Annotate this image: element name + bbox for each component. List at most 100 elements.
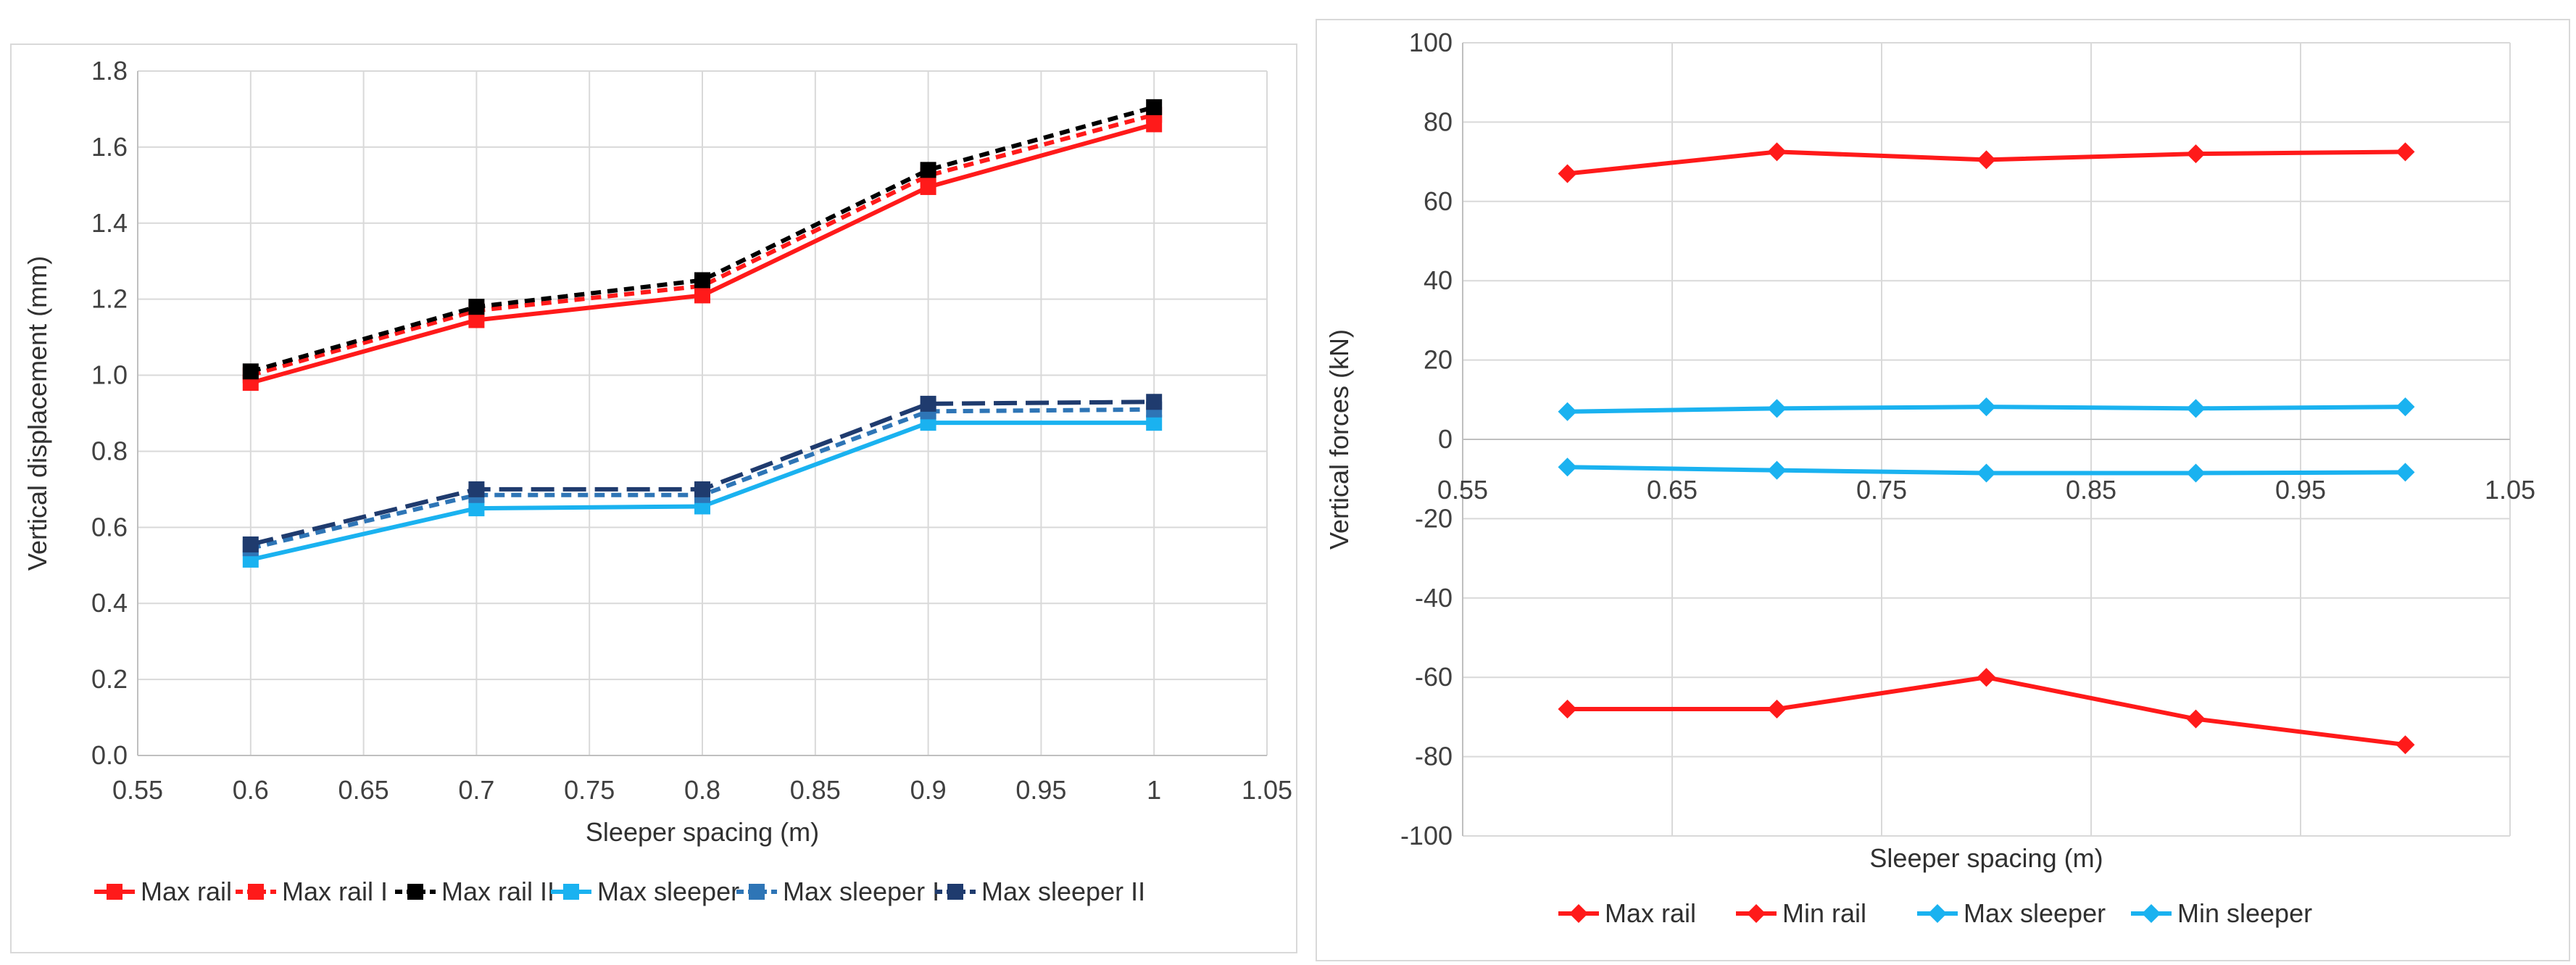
y-tick-label: 0.6 xyxy=(91,512,128,542)
x-tick-label: 0.85 xyxy=(790,775,841,805)
data-point xyxy=(1146,394,1163,410)
y-tick-label: 1.8 xyxy=(91,56,128,86)
legend-label: Min rail xyxy=(1782,898,1866,928)
x-tick-label: 0.75 xyxy=(564,775,615,805)
y-tick-label: 1.0 xyxy=(91,360,128,390)
data-point xyxy=(2396,397,2415,417)
x-tick-label: 0.65 xyxy=(338,775,389,805)
x-tick-label: 0.85 xyxy=(2066,475,2116,505)
y-axis-title: Vertical forces (kN) xyxy=(1324,329,1354,550)
legend-marker xyxy=(107,884,122,900)
data-point xyxy=(694,272,710,289)
data-point xyxy=(2186,144,2206,164)
legend-label: Max sleeper xyxy=(1964,898,2106,928)
y-tick-label: 0.0 xyxy=(91,740,128,770)
legend-marker xyxy=(749,884,765,900)
x-tick-label: 0.9 xyxy=(910,775,947,805)
data-point xyxy=(242,363,259,380)
legend-label: Max rail xyxy=(141,877,232,906)
series-line xyxy=(249,104,1155,374)
x-tick-label: 0.55 xyxy=(1437,475,1488,505)
data-point xyxy=(920,395,936,412)
y-axis-title: Vertical displacement (mm) xyxy=(22,256,52,571)
legend-marker xyxy=(1928,904,1947,923)
x-tick-label: 1 xyxy=(1147,775,1161,805)
legend-label: Max sleeper xyxy=(597,877,739,906)
legend-label: Max rail xyxy=(1605,898,1696,928)
x-tick-label: 0.95 xyxy=(1015,775,1066,805)
x-axis-title: Sleeper spacing (m) xyxy=(586,817,819,847)
series-line xyxy=(1567,675,2406,747)
y-tick-label: -100 xyxy=(1400,821,1453,850)
y-tick-label: -80 xyxy=(1415,742,1453,771)
legend-marker xyxy=(248,884,264,900)
data-point xyxy=(242,536,259,552)
x-tick-label: 1.05 xyxy=(1242,775,1292,805)
data-point xyxy=(1146,99,1163,115)
data-point xyxy=(2396,463,2415,482)
data-point xyxy=(1767,399,1787,418)
y-tick-label: 20 xyxy=(1424,345,1453,375)
forces-chart-panel: -100 -80 -60 -40 -20 0 20 40 60 80 100 0.55 0.65 0.75… xyxy=(1308,0,2576,965)
legend-marker xyxy=(1747,904,1766,923)
x-tick-label: 0.75 xyxy=(1856,475,1907,505)
forces-chart: -100 -80 -60 -40 -20 0 20 40 60 80 100 0.55 0.65 0.75… xyxy=(1324,28,2535,928)
data-point xyxy=(1977,150,1996,170)
y-tick-label: 0.2 xyxy=(91,664,128,694)
y-tick-label: -60 xyxy=(1415,662,1453,692)
chart-frame xyxy=(10,44,1297,953)
legend-label: Max sleeper II xyxy=(981,877,1145,906)
x-tick-label: 1.05 xyxy=(2485,475,2535,505)
y-tick-label: 40 xyxy=(1424,265,1453,295)
y-tick-label: -40 xyxy=(1415,583,1453,613)
legend-marker xyxy=(563,884,579,900)
data-point xyxy=(468,481,485,497)
data-point xyxy=(1977,668,1996,687)
y-tick-label: 80 xyxy=(1424,107,1453,136)
legend-label: Max rail I xyxy=(282,877,388,906)
data-point xyxy=(1146,415,1163,431)
chart-frame xyxy=(1316,19,2570,961)
legend-marker xyxy=(2142,904,2161,923)
x-axis-title: Sleeper spacing (m) xyxy=(1869,843,2103,873)
data-point xyxy=(468,299,485,315)
legend-marker xyxy=(407,884,423,900)
data-point xyxy=(1558,164,1577,183)
displacement-chart: 0.0 0.2 0.4 0.6 0.8 1.0 1.2 1.4 1.6 1.8 0.55 0.6 0.6… xyxy=(22,56,1292,906)
data-point xyxy=(1977,463,1996,483)
data-point xyxy=(2186,399,2206,418)
data-point xyxy=(694,481,710,497)
data-point xyxy=(468,500,485,517)
y-tick-label: 1.2 xyxy=(91,284,128,314)
legend-label: Max rail II xyxy=(441,877,554,906)
legend-label: Min sleeper xyxy=(2177,898,2312,928)
displacement-chart-panel: 0.0 0.2 0.4 0.6 0.8 1.0 1.2 1.4 1.6 1.8 0.55 0.6 0.6… xyxy=(10,44,1297,953)
series-line xyxy=(249,112,1155,378)
data-point xyxy=(1767,699,1787,718)
y-tick-label: 60 xyxy=(1424,186,1453,216)
x-tick-label: 0.55 xyxy=(112,775,163,805)
x-tick-label: 0.6 xyxy=(233,775,269,805)
data-point xyxy=(1767,460,1787,480)
data-point xyxy=(2396,735,2415,755)
x-tick-label: 0.7 xyxy=(458,775,494,805)
x-tick-label: 0.65 xyxy=(1647,475,1698,505)
data-point xyxy=(1558,457,1577,477)
data-point xyxy=(2186,463,2206,483)
data-point xyxy=(1558,402,1577,421)
data-point xyxy=(920,162,936,178)
data-point xyxy=(1767,142,1787,162)
y-tick-label: -20 xyxy=(1415,503,1453,533)
legend-marker xyxy=(947,884,963,900)
legend-label: Max sleeper I xyxy=(783,877,939,906)
y-tick-label: 0.4 xyxy=(91,588,128,618)
data-point xyxy=(1558,699,1577,718)
y-tick-label: 0 xyxy=(1438,424,1453,454)
data-point xyxy=(1977,397,1996,417)
y-tick-label: 1.6 xyxy=(91,132,128,162)
x-tick-label: 0.95 xyxy=(2275,475,2326,505)
y-tick-label: 1.4 xyxy=(91,208,128,238)
y-tick-label: 0.8 xyxy=(91,436,128,465)
y-tick-label: 100 xyxy=(1409,28,1453,57)
legend-marker xyxy=(1569,904,1588,923)
